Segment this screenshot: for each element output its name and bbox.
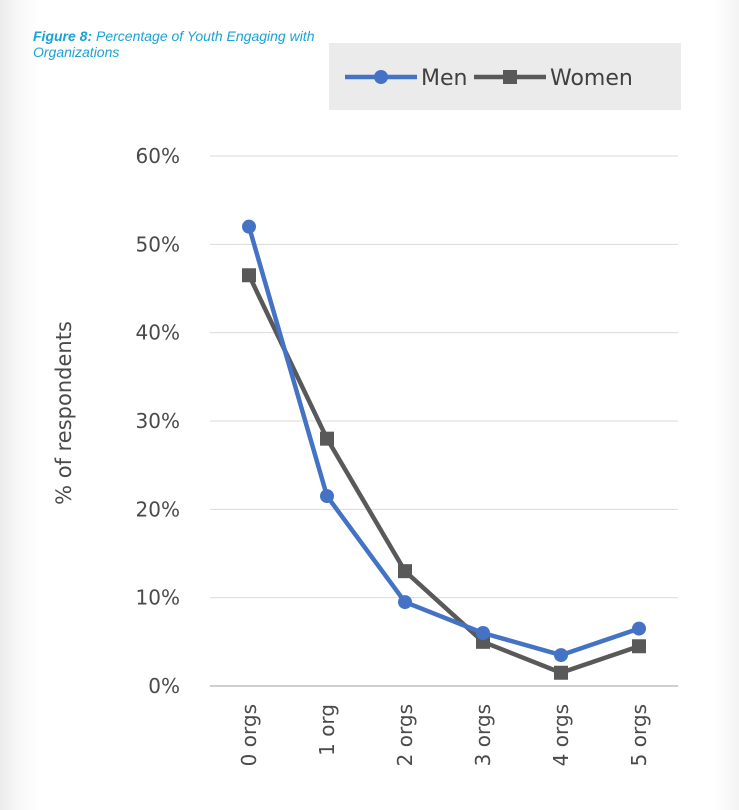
x-tick-label: 3 orgs — [471, 704, 495, 766]
series-line-men — [246, 224, 642, 658]
x-tick-label: 5 orgs — [627, 704, 651, 766]
legend-label-women: Women — [550, 66, 633, 91]
legend-label-men: Men — [421, 66, 467, 91]
y-tick-label: 10% — [136, 586, 180, 610]
x-tick-label: 0 orgs — [237, 704, 261, 766]
gridlines — [210, 155, 678, 687]
data-point-men — [398, 595, 412, 610]
data-point-women — [632, 639, 646, 654]
legend-marker-women — [503, 70, 517, 84]
y-tick-label: 0% — [148, 674, 180, 698]
y-axis-label: % of respondents — [52, 321, 76, 505]
data-point-men — [554, 648, 568, 663]
x-axis-ticks: 0 orgs 1 org 2 orgs 3 orgs 4 orgs 5 orgs — [237, 704, 651, 766]
y-tick-label: 40% — [136, 321, 180, 345]
legend-marker-men — [374, 70, 388, 84]
data-point-women — [320, 431, 334, 446]
y-tick-label: 30% — [136, 409, 180, 433]
figure-label: Figure 8: — [33, 28, 93, 44]
legend-entries: Men Women — [345, 66, 633, 91]
x-tick-label: 2 orgs — [393, 704, 417, 766]
figure-title: Percentage of Youth Engaging with Organi… — [33, 28, 315, 60]
data-point-women — [554, 665, 568, 680]
y-tick-label: 50% — [136, 232, 180, 256]
data-point-women — [242, 268, 256, 283]
series-layer — [242, 219, 646, 680]
figure-caption: Figure 8: Percentage of Youth Engaging w… — [33, 28, 323, 60]
x-tick-label: 1 org — [315, 704, 339, 756]
y-tick-label: 60% — [136, 144, 180, 168]
y-tick-label: 20% — [136, 497, 180, 521]
x-tick-label: 4 orgs — [549, 704, 573, 766]
series-line-women — [246, 273, 642, 675]
y-axis-ticks: 0% 10% 20% 30% 40% 50% 60% — [136, 144, 180, 698]
data-point-men — [320, 489, 334, 504]
data-point-men — [632, 621, 646, 636]
data-point-men — [242, 219, 256, 234]
data-point-men — [476, 626, 490, 640]
data-point-women — [398, 564, 412, 579]
